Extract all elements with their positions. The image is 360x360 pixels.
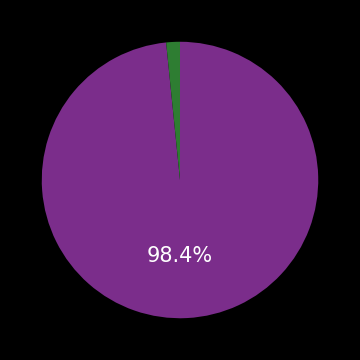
- Text: 98.4%: 98.4%: [147, 246, 213, 266]
- Wedge shape: [166, 42, 180, 180]
- Wedge shape: [42, 42, 318, 318]
